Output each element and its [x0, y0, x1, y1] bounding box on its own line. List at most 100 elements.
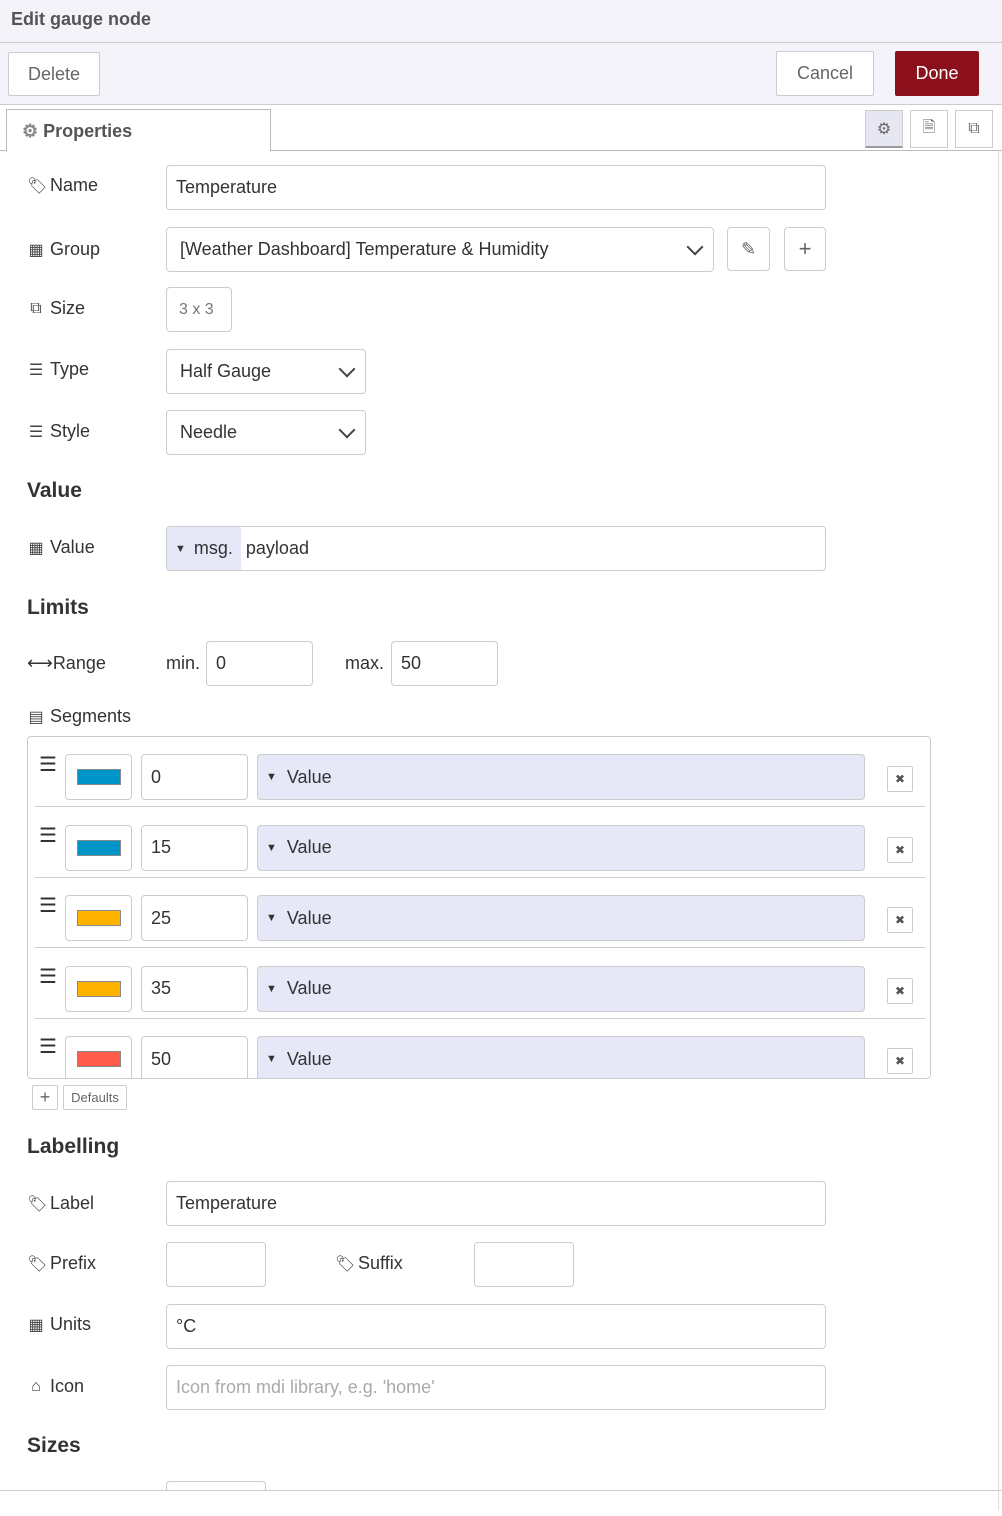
label-text: Type: [50, 359, 90, 379]
remove-segment-button[interactable]: ✖: [887, 907, 913, 933]
segment-type-input[interactable]: ▼ Value: [257, 965, 865, 1012]
color-picker[interactable]: [65, 754, 132, 800]
remove-segment-button[interactable]: ✖: [887, 977, 913, 1004]
section-labelling: Labelling: [27, 1135, 120, 1158]
drag-handle-icon[interactable]: ☰: [39, 965, 57, 988]
name-input[interactable]: Temperature: [166, 165, 826, 210]
type-label: Value: [286, 907, 332, 928]
home-icon: ⌂: [31, 1377, 41, 1395]
prefix-label: 🏷 Prefix: [27, 1253, 96, 1274]
appearance-tab-button[interactable]: ⧉: [955, 110, 993, 148]
icon-input[interactable]: Icon from mdi library, e.g. 'home': [166, 1365, 826, 1410]
prefix-input[interactable]: [166, 1242, 266, 1287]
remove-segment-button[interactable]: ✖: [887, 836, 913, 863]
label-text: Prefix: [50, 1253, 97, 1273]
label-text: Size: [50, 298, 86, 318]
segment-from-input[interactable]: 25: [141, 895, 248, 941]
size-input-partial[interactable]: [166, 1481, 266, 1491]
group-select[interactable]: [Weather Dashboard] Temperature & Humidi…: [166, 227, 714, 272]
label-text: Label: [50, 1193, 95, 1213]
close-icon: ✖: [894, 772, 906, 786]
close-icon: ✖: [894, 1054, 906, 1068]
list-icon: ☰: [28, 361, 44, 379]
color-picker[interactable]: [65, 895, 132, 941]
edit-group-button[interactable]: ✎: [727, 227, 770, 271]
add-group-button[interactable]: +: [784, 227, 826, 271]
tab-properties[interactable]: ⚙ Properties: [6, 109, 271, 152]
plus-icon: +: [798, 236, 812, 261]
value-label: ▦ Value: [27, 537, 95, 558]
tab-bar: ⚙ Properties ⚙ 🗎 ⧉: [0, 105, 1002, 152]
calculator-icon: ▦: [28, 539, 44, 557]
min-label: min.: [166, 653, 201, 673]
remove-segment-button[interactable]: ✖: [887, 1048, 913, 1074]
name-label: 🏷 Name: [27, 175, 98, 196]
color-swatch: [77, 1051, 121, 1067]
list-icon: ☰: [28, 423, 44, 441]
section-sizes: Sizes: [27, 1434, 81, 1457]
group-label: ▦ Group: [27, 239, 100, 260]
segment-row: ☰ 50 ▼ Value ✖: [35, 1019, 925, 1078]
label-text: Group: [50, 239, 101, 259]
color-swatch: [77, 910, 121, 926]
segment-from-input[interactable]: 50: [141, 1036, 248, 1078]
done-button[interactable]: Done: [895, 51, 979, 96]
label-text: Suffix: [358, 1253, 403, 1273]
label-text: Segments: [50, 706, 132, 726]
label-text: Value: [50, 537, 95, 557]
caret-down-icon: ▼: [266, 982, 277, 995]
value-typed-input[interactable]: ▼ msg. payload: [166, 526, 826, 571]
dialog-footer: [0, 1490, 1002, 1516]
type-select[interactable]: Half Gauge: [166, 349, 366, 394]
segment-from-input[interactable]: 15: [141, 824, 248, 871]
style-label: ☰ Style: [27, 421, 90, 442]
type-label: ☰ Type: [27, 359, 89, 380]
type-label: Value: [286, 837, 332, 857]
style-select[interactable]: Needle: [166, 410, 366, 455]
label-input[interactable]: Temperature: [166, 1181, 826, 1226]
segment-type-input[interactable]: ▼ Value: [257, 754, 865, 800]
remove-segment-button[interactable]: ✖: [887, 766, 913, 792]
min-input[interactable]: 0: [206, 641, 313, 686]
segment-from-input[interactable]: 35: [141, 965, 248, 1012]
scrollbar[interactable]: [998, 150, 1002, 1510]
suffix-label: 🏷 Suffix: [335, 1253, 403, 1274]
label-text: Range: [52, 653, 106, 673]
color-swatch: [77, 980, 121, 997]
segment-from-input[interactable]: 0: [141, 754, 248, 800]
label-text: Units: [50, 1314, 92, 1334]
drag-handle-icon[interactable]: ☰: [39, 754, 57, 776]
gear-icon: ⚙: [876, 120, 892, 138]
type-selector[interactable]: ▼ msg.: [167, 527, 241, 570]
units-label: ▦ Units: [27, 1314, 91, 1335]
color-picker[interactable]: [65, 965, 132, 1012]
max-label: max.: [345, 653, 385, 673]
size-button[interactable]: 3 x 3: [166, 287, 232, 332]
value-text: payload: [245, 538, 309, 558]
resize-icon: ⧉: [30, 299, 42, 317]
frame-icon: ⧉: [968, 120, 980, 137]
add-segment-button[interactable]: +: [32, 1085, 58, 1110]
settings-tab-button[interactable]: ⚙: [865, 110, 903, 148]
caret-down-icon: ▼: [266, 771, 277, 783]
drag-handle-icon[interactable]: ☰: [39, 895, 57, 917]
color-swatch: [77, 769, 121, 785]
description-tab-button[interactable]: 🗎: [910, 110, 948, 148]
section-limits: Limits: [27, 596, 89, 619]
defaults-button[interactable]: Defaults: [63, 1085, 127, 1110]
units-input[interactable]: °C: [166, 1304, 826, 1349]
suffix-input[interactable]: [474, 1242, 574, 1287]
delete-button[interactable]: Delete: [8, 52, 100, 96]
tag-icon: 🏷: [27, 177, 48, 195]
cancel-button[interactable]: Cancel: [776, 51, 874, 96]
segment-type-input[interactable]: ▼ Value: [257, 824, 865, 871]
drag-handle-icon[interactable]: ☰: [39, 824, 57, 847]
color-picker[interactable]: [65, 824, 132, 871]
color-picker[interactable]: [65, 1036, 132, 1078]
icon-label: ⌂ Icon: [27, 1376, 84, 1397]
max-input[interactable]: 50: [391, 641, 498, 686]
size-label: ⧉ Size: [27, 298, 85, 319]
segment-type-input[interactable]: ▼ Value: [257, 1036, 865, 1078]
segment-type-input[interactable]: ▼ Value: [257, 895, 865, 941]
drag-handle-icon[interactable]: ☰: [39, 1036, 57, 1058]
